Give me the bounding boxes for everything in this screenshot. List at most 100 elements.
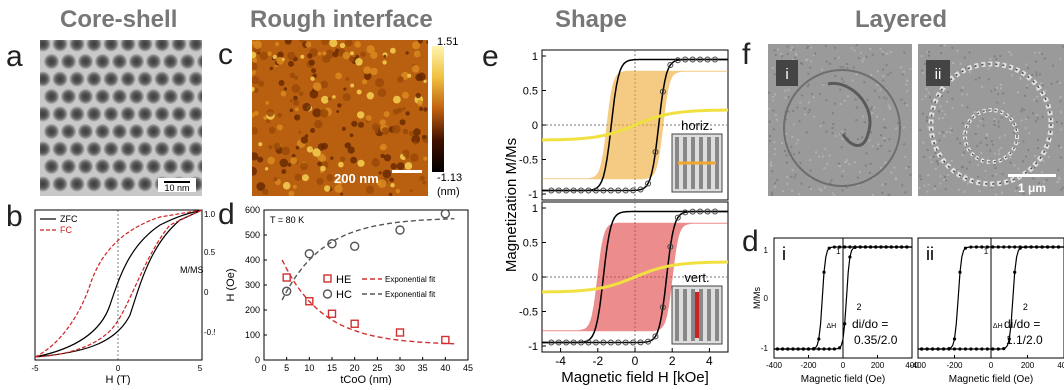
- mfm-scalebar: 1 μm: [1018, 181, 1046, 195]
- header-shape: Shape: [555, 6, 627, 34]
- data-marker: [920, 347, 923, 350]
- panel-label-a: a: [6, 40, 23, 74]
- data-marker: [1019, 245, 1022, 248]
- y-tick-label: 400: [245, 255, 260, 265]
- hc-point: [351, 242, 359, 250]
- y-axis-label: Magnetization M/Ms: [503, 138, 520, 272]
- he-point: [351, 320, 358, 327]
- data-marker: [822, 271, 825, 274]
- x-tick-label: -400: [910, 361, 927, 370]
- x-tick-label: -4: [555, 354, 566, 368]
- data-marker: [833, 347, 836, 350]
- data-marker: [843, 245, 846, 248]
- y-tick-label: 0: [255, 355, 260, 365]
- data-marker: [786, 347, 789, 350]
- xtick-b-1: -5: [31, 364, 39, 373]
- legend-he-fit: Exponential fit: [385, 275, 436, 284]
- data-marker: [936, 347, 939, 350]
- annotation-1: 1: [984, 247, 989, 256]
- data-marker: [1013, 271, 1016, 274]
- hc-fit-curve: [282, 219, 454, 300]
- data-marker: [931, 347, 934, 350]
- data-marker: [895, 245, 898, 248]
- data-marker: [869, 245, 872, 248]
- data-marker: [802, 347, 805, 350]
- data-marker: [1051, 245, 1054, 248]
- legend-hc-marker: [324, 290, 332, 298]
- data-marker: [781, 347, 784, 350]
- x-tick-label: -2: [592, 354, 603, 368]
- data-marker: [874, 245, 877, 248]
- data-marker: [828, 247, 831, 250]
- x-axis-label: Magnetic field H [kOe]: [561, 369, 709, 385]
- panel-label-f: f: [742, 38, 750, 72]
- ratio-value: 0.35/2.0: [854, 333, 898, 347]
- y-tick-label: -1: [761, 344, 769, 353]
- ratio-label: di/do =: [1004, 317, 1040, 331]
- data-marker: [991, 245, 994, 248]
- ytick-b-4: -0.5: [204, 328, 215, 337]
- data-marker: [926, 347, 929, 350]
- data-marker: [828, 347, 831, 350]
- data-marker: [986, 347, 989, 350]
- x-tick-label: 200: [1021, 361, 1035, 370]
- x-tick-label: 35: [418, 363, 428, 373]
- he-point: [329, 310, 336, 317]
- annotation-2: 2: [856, 302, 861, 312]
- data-marker: [885, 245, 888, 248]
- hc-point: [305, 250, 313, 258]
- afm-image: 200 nm: [252, 40, 428, 196]
- data-marker: [791, 347, 794, 350]
- data-marker: [812, 347, 815, 350]
- scalebar-label: 10 nm: [164, 183, 189, 193]
- data-marker: [1041, 245, 1044, 248]
- y-tick-label: 0.5: [523, 238, 538, 250]
- nanoparticle-array: [40, 40, 202, 192]
- data-marker: [997, 245, 1000, 248]
- y-tick-label: 0.5: [523, 86, 538, 98]
- x-axis-label: tCoO (nm): [340, 374, 391, 385]
- legend-he-label: HE: [336, 274, 351, 286]
- data-marker: [942, 347, 945, 350]
- data-marker: [848, 245, 851, 248]
- data-marker: [843, 322, 846, 325]
- inset-label: horiz.: [681, 118, 713, 133]
- data-marker: [1035, 245, 1038, 248]
- x-tick-label: 400: [1057, 361, 1064, 370]
- header-rough-interface: Rough interface: [250, 6, 433, 34]
- ytick-b-2: 0.5: [204, 248, 215, 257]
- data-marker: [848, 255, 851, 258]
- mfm-label-ii: ii: [935, 66, 942, 83]
- x-tick-label: 0: [989, 361, 994, 370]
- y-tick-label: 1: [532, 203, 538, 215]
- data-marker: [958, 271, 961, 274]
- y-axis-label: M/Ms: [752, 287, 762, 309]
- panel-label-c: c: [218, 38, 233, 72]
- chart-d-frame: [264, 210, 468, 360]
- legend-zfc: ZFC: [60, 214, 78, 224]
- data-marker: [807, 347, 810, 350]
- x-tick-label: 10: [304, 363, 314, 373]
- legend-fc: FC: [60, 225, 72, 235]
- data-marker: [838, 346, 841, 349]
- data-marker: [797, 347, 800, 350]
- xtick-b-2: 0: [116, 364, 121, 373]
- x-tick-label: -200: [946, 361, 963, 370]
- ratio-label: di/do =: [852, 317, 888, 331]
- data-marker: [905, 245, 908, 248]
- x-tick-label: -200: [800, 361, 817, 370]
- he-fit-curve: [282, 260, 454, 344]
- x-tick-label: 15: [327, 363, 337, 373]
- data-marker: [1013, 245, 1016, 248]
- annotation-2: 2: [1023, 302, 1028, 312]
- y-tick-label: 1: [532, 51, 538, 63]
- data-marker: [953, 347, 956, 350]
- ytick-b-1: 1.0: [204, 210, 215, 219]
- annotation-delta-h: ΔH: [993, 323, 1003, 330]
- data-marker: [817, 337, 820, 340]
- y-tick-label: 1: [764, 246, 769, 255]
- data-marker: [969, 347, 972, 350]
- colorbar: [432, 46, 444, 172]
